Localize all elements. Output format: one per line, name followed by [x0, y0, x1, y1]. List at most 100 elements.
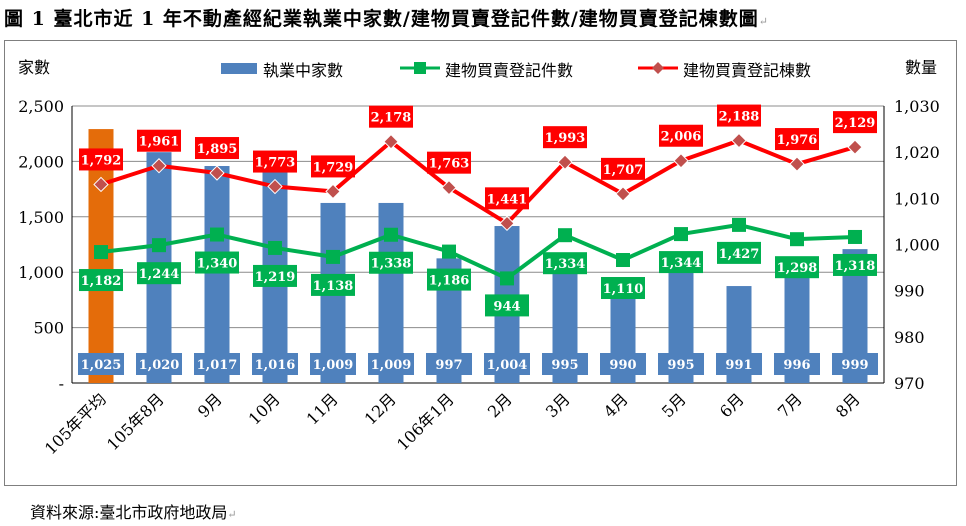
green-data-label-box: [601, 277, 645, 300]
red-point: [499, 215, 515, 232]
bar-data-label: 990: [600, 353, 646, 375]
x-tick-label: 10月: [245, 389, 284, 428]
bar-data-label-box: [426, 353, 472, 375]
bar-data-label-text: 995: [667, 358, 694, 373]
green-data-label: 1,138: [311, 273, 355, 296]
chart-frame: [4, 40, 957, 486]
red-point: [673, 153, 689, 169]
green-data-label-text: 1,244: [139, 267, 180, 282]
green-data-label-text: 1,427: [719, 247, 760, 262]
green-point: [326, 249, 340, 264]
red-point: [731, 132, 747, 149]
red-point: [615, 186, 631, 202]
legend: 執業中家數 建物買賣登記件數 建物買賣登記棟數: [221, 61, 811, 80]
red-point: [789, 156, 805, 172]
bar-data-label-box: [600, 353, 646, 375]
bar-data-label: 997: [426, 353, 472, 375]
green-data-label-text: 1,186: [429, 274, 470, 289]
red-data-label-text: 1,976: [777, 133, 818, 148]
bar-data-label-text: 1,009: [371, 358, 412, 373]
legend-bar-swatch: [221, 63, 257, 74]
red-point: [325, 183, 341, 200]
y-left-tick-label: 1,000: [18, 263, 64, 282]
bar-data-label: 1,020: [136, 353, 182, 375]
legend-label-red: 建物買賣登記棟數: [683, 61, 811, 80]
green-point: [790, 232, 804, 247]
legend-red-marker: [652, 62, 664, 74]
green-data-label-box: [427, 268, 471, 291]
red-point: [383, 133, 399, 150]
bar-data-label-text: 997: [435, 358, 462, 373]
bar-data-label: 995: [658, 353, 704, 375]
bar-data-label-text: 1,020: [139, 358, 180, 373]
y-left-tick-label: 2,500: [18, 97, 64, 116]
green-data-label-text: 1,344: [661, 256, 702, 271]
green-data-label-box: [775, 256, 819, 279]
green-point: [442, 244, 456, 259]
bar: [204, 166, 230, 383]
red-data-label-box: [79, 148, 123, 171]
y-right-tick-label: 1,030: [894, 97, 940, 116]
legend-label-bar: 執業中家數: [263, 61, 343, 80]
red-data-label-box: [195, 137, 239, 160]
red-data-label-text: 2,006: [661, 130, 702, 145]
y-left-axis-title: 家數: [18, 58, 50, 77]
red-point: [847, 139, 863, 155]
green-data-label: 1,427: [717, 241, 761, 264]
bar-data-label-box: [252, 353, 298, 375]
green-data-label: 1,182: [79, 269, 123, 292]
green-data-label: 944: [485, 294, 529, 317]
bar-data-label-box: [774, 353, 820, 375]
red-point: [267, 178, 283, 195]
x-tick-label: 5月: [658, 389, 690, 421]
legend-green-marker: [414, 62, 426, 74]
chart-title: 圖 1 臺北市近 1 年不動產經紀業執業中家數/建物買賣登記件數/建物買賣登記棟…: [4, 8, 769, 30]
x-tick-label: 2月: [484, 389, 516, 421]
x-tick-label: 9月: [194, 389, 226, 421]
bar-data-label: 1,025: [78, 353, 124, 375]
y-right-tick-label: 980: [894, 328, 925, 347]
red-point: [151, 158, 167, 174]
red-data-label: 2,129: [833, 111, 877, 134]
x-tick-label: 4月: [600, 389, 632, 421]
red-point: [441, 179, 457, 196]
red-data-label: 1,792: [79, 148, 123, 171]
bar-data-label-box: [78, 353, 124, 375]
green-point: [674, 227, 688, 242]
red-data-label: 1,729: [311, 155, 355, 178]
green-data-label-box: [369, 251, 413, 274]
green-data-label-text: 1,219: [255, 270, 296, 285]
y-right-tick-label: 1,020: [894, 143, 940, 162]
green-data-label-text: 1,138: [313, 279, 354, 294]
red-data-label-box: [369, 105, 413, 128]
y-left-tick-label: 1,500: [18, 208, 64, 227]
green-data-label-box: [485, 294, 529, 317]
x-tick-label: 12月: [361, 389, 400, 428]
y-left-tick-label: 500: [33, 319, 64, 338]
red-data-label-text: 1,729: [313, 160, 354, 175]
bar-data-label: 999: [832, 353, 878, 375]
bar-data-label-box: [368, 353, 414, 375]
red-data-label-text: 1,895: [197, 142, 238, 157]
green-data-label-text: 1,110: [603, 282, 644, 297]
bar-data-label-text: 1,017: [197, 358, 238, 373]
x-tick-label: 7月: [774, 389, 806, 421]
bar-data-label-text: 990: [609, 358, 636, 373]
green-point: [152, 238, 166, 253]
green-data-label-box: [137, 262, 181, 285]
bar-data-label-box: [658, 353, 704, 375]
green-data-label: 1,318: [833, 253, 877, 276]
green-data-label-text: 1,318: [835, 259, 876, 274]
red-data-label-text: 1,961: [139, 135, 180, 150]
red-data-label: 1,773: [253, 150, 297, 173]
red-data-label-text: 1,792: [81, 153, 122, 168]
green-point: [94, 245, 108, 260]
bar-data-label: 1,009: [368, 353, 414, 375]
green-data-label-box: [833, 253, 877, 276]
green-data-label-text: 1,298: [777, 261, 818, 276]
x-tick-label: 105年平均: [41, 389, 110, 458]
y-right-tick-label: 1,000: [894, 236, 940, 255]
bar-data-label: 1,004: [484, 353, 530, 375]
bar-data-label-text: 991: [725, 358, 752, 373]
